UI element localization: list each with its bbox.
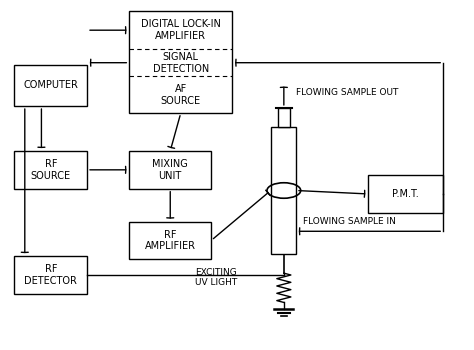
Bar bbox=[15, 65, 87, 106]
Text: COMPUTER: COMPUTER bbox=[23, 80, 78, 90]
Text: FLOWING SAMPLE IN: FLOWING SAMPLE IN bbox=[303, 217, 396, 226]
Bar bbox=[15, 256, 87, 294]
Text: P.M.T.: P.M.T. bbox=[392, 189, 419, 199]
Bar bbox=[271, 127, 296, 254]
Text: EXCITING
UV LIGHT: EXCITING UV LIGHT bbox=[195, 268, 237, 287]
Text: RF
AMPLIFIER: RF AMPLIFIER bbox=[145, 230, 196, 251]
Text: FLOWING SAMPLE OUT: FLOWING SAMPLE OUT bbox=[296, 88, 398, 97]
Text: SIGNAL
DETECTION: SIGNAL DETECTION bbox=[153, 52, 209, 74]
Bar bbox=[368, 175, 443, 213]
Text: RF
DETECTOR: RF DETECTOR bbox=[24, 264, 77, 286]
Bar bbox=[129, 222, 211, 259]
Bar bbox=[15, 151, 87, 189]
Text: AF
SOURCE: AF SOURCE bbox=[161, 84, 201, 105]
Bar bbox=[278, 108, 290, 127]
Bar bbox=[129, 12, 232, 113]
Text: DIGITAL LOCK-IN
AMPLIFIER: DIGITAL LOCK-IN AMPLIFIER bbox=[141, 19, 221, 41]
Bar bbox=[129, 151, 211, 189]
Text: RF
SOURCE: RF SOURCE bbox=[31, 159, 71, 181]
Text: MIXING
UNIT: MIXING UNIT bbox=[152, 159, 188, 181]
